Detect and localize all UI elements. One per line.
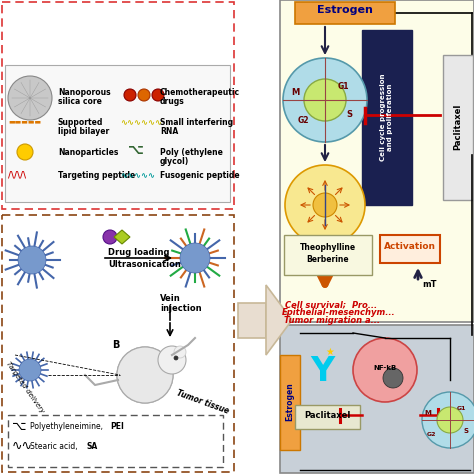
Bar [280,355,300,450]
Text: PEI: PEI [110,422,124,431]
Bar [380,235,440,263]
Polygon shape [266,285,292,355]
Text: drugs: drugs [160,97,185,106]
Text: Estrogen: Estrogen [285,383,294,421]
Text: Activation: Activation [384,242,436,251]
Text: S: S [464,428,468,434]
Text: G2: G2 [297,116,309,125]
Text: S: S [346,110,352,119]
Circle shape [180,243,210,273]
Circle shape [8,76,52,120]
Text: Vein: Vein [160,294,181,303]
Circle shape [174,346,186,358]
Text: Y: Y [310,355,334,388]
Text: NF-kB: NF-kB [373,365,396,371]
Text: Targeting peptide: Targeting peptide [58,171,135,180]
Text: ∿∿: ∿∿ [12,440,33,453]
Text: Paclitaxel: Paclitaxel [304,411,350,420]
Circle shape [158,346,186,374]
Text: B: B [112,340,119,350]
Circle shape [18,246,46,274]
Text: /\/\/\: /\/\/\ [8,171,26,180]
Text: glycol): glycol) [160,157,189,166]
Text: silica core: silica core [58,97,102,106]
Circle shape [285,165,365,245]
Text: lipid bilayer: lipid bilayer [58,127,109,136]
Text: Estrogen: Estrogen [317,5,373,15]
Text: Chemotherapeutic: Chemotherapeutic [160,88,240,97]
Circle shape [103,230,117,244]
Bar [5,65,230,202]
Text: Stearic acid,: Stearic acid, [30,442,80,451]
Text: Tumor tissue: Tumor tissue [175,388,230,415]
Circle shape [117,347,173,403]
Text: ∿∿∿∿∿∿: ∿∿∿∿∿∿ [120,118,162,127]
Text: Targeted delivery: Targeted delivery [5,360,45,414]
Text: ▬▬▬▬▬: ▬▬▬▬▬ [8,118,41,124]
Bar [284,235,372,275]
Circle shape [17,144,33,160]
Text: Theophylline: Theophylline [300,243,356,252]
Bar [362,30,412,205]
Text: Tumor migration a...: Tumor migration a... [284,316,380,325]
Polygon shape [114,230,130,244]
Circle shape [138,89,150,101]
Text: Epithelial-mesenchym...: Epithelial-mesenchym... [282,308,396,317]
Text: RNA: RNA [160,127,178,136]
Text: G2: G2 [427,432,437,437]
Text: Nanoparticles: Nanoparticles [58,148,118,157]
Text: G1: G1 [457,406,467,411]
Text: Paclitaxel: Paclitaxel [454,104,463,150]
Text: M: M [291,88,299,97]
Bar [280,325,474,473]
Bar [280,0,474,322]
Text: Ultrasonication: Ultrasonication [108,260,181,269]
Circle shape [313,193,337,217]
Text: mT: mT [423,280,437,289]
Circle shape [152,89,164,101]
Text: Polyethyleneimine,: Polyethyleneimine, [30,422,105,431]
Circle shape [353,338,417,402]
Text: Fusogenic peptide: Fusogenic peptide [160,171,240,180]
Circle shape [283,58,367,142]
Text: Small interfering: Small interfering [160,118,233,127]
Text: M: M [425,410,431,416]
Text: Berberine: Berberine [307,255,349,264]
Circle shape [437,407,463,433]
Text: Nanoporous: Nanoporous [58,88,110,97]
Circle shape [124,89,136,101]
Text: Cell survival;  Pro...: Cell survival; Pro... [285,300,377,309]
Text: G1: G1 [337,82,349,91]
Text: injection: injection [160,304,201,313]
Text: ⌥: ⌥ [128,143,144,157]
Text: Supported: Supported [58,118,103,127]
Bar [295,2,395,24]
Circle shape [383,368,403,388]
Text: ⌥: ⌥ [12,420,27,433]
Bar [238,303,266,338]
Bar [8,415,223,467]
Circle shape [304,79,346,121]
Text: Poly (ethylene: Poly (ethylene [160,148,223,157]
Text: ∿∿∿∿∿: ∿∿∿∿∿ [120,171,155,180]
Text: Drug loading: Drug loading [108,248,170,257]
Bar [443,55,473,200]
Bar [2,215,234,472]
Circle shape [19,359,41,381]
Circle shape [422,392,474,448]
Circle shape [174,356,178,360]
Bar [295,405,360,429]
Text: SA: SA [87,442,98,451]
Text: Cell cycle progression
and proliferation: Cell cycle progression and proliferation [381,73,393,161]
Circle shape [117,347,173,403]
Text: ★: ★ [326,347,334,357]
Bar [2,2,234,209]
